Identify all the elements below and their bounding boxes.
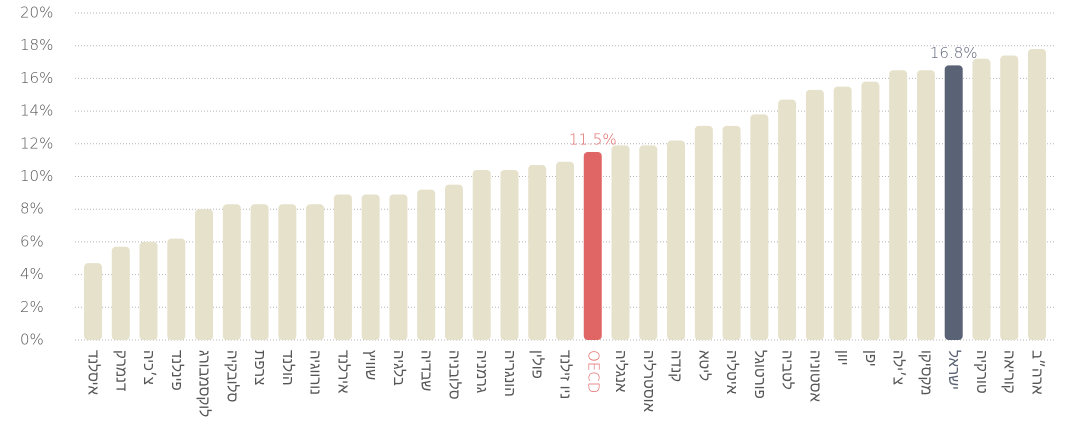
x-tick-label: איטליה [723,350,741,395]
bar [861,81,880,341]
bar [389,194,408,340]
bar [1000,55,1019,340]
x-tick-label: קנדה [668,350,686,382]
x-tick-label: פורטוגל [751,350,769,399]
bar [167,238,186,340]
bar [805,89,824,340]
x-tick-label: בלגיה [390,350,408,386]
bar [722,125,741,340]
bar [583,151,602,340]
bar [556,161,574,340]
x-tick-label: יוון [834,350,852,366]
bar [444,184,463,340]
bar [472,169,491,340]
y-tick-label: 18% [20,36,53,54]
x-tick-label: צ׳כיה [140,350,158,385]
x-tick-label: אסטוניה [806,350,824,402]
bar [306,204,325,340]
x-tick-label: צ׳ילה [890,350,908,385]
x-tick-label: הולנד [279,350,297,386]
bar [639,145,658,340]
bar [417,189,436,340]
bar [916,70,935,340]
x-tick-label: הונגריה [501,350,519,397]
x-tick-label: מקסיקו [917,350,935,395]
data-label: 11.5% [569,130,617,148]
bar [750,114,769,341]
x-tick-label: ליטא [695,350,713,381]
bar [972,58,991,340]
bar [111,246,130,340]
y-tick-label: 0% [20,331,44,349]
bar [500,169,519,340]
x-tick-label: סלובניה [445,350,463,400]
bar [333,194,352,340]
x-tick-label: פולין [529,350,547,379]
x-tick-label: דנמרק [112,350,130,391]
x-tick-label: פינלנד [168,350,186,391]
bar [250,204,269,340]
bar [528,165,547,340]
bar [222,204,241,340]
x-tick-label: אירלנד [334,350,352,394]
y-tick-label: 20% [20,4,53,22]
y-tick-label: 12% [20,134,53,152]
bar [84,263,102,340]
x-tick-label: שבדיה [418,350,436,391]
bar [139,241,158,340]
x-tick-label: לוקסמבורג [196,350,214,417]
x-tick-label: שוויץ [362,350,380,380]
x-tick-label: ניו זילנד [557,350,575,399]
bar [611,145,630,340]
x-tick-label: OECD [584,350,602,393]
bar [833,86,852,340]
bar [778,99,797,340]
data-label: 16.8% [930,44,978,62]
y-tick-label: 10% [20,167,53,185]
y-tick-label: 2% [20,298,44,316]
x-tick-label: קוריאה [1001,350,1019,394]
x-tick-label: טורקיה [973,350,991,394]
x-tick-label: נורווגיה [307,350,325,395]
bar [1028,48,1046,340]
bar [278,204,297,340]
bar [361,194,380,340]
y-tick-label: 6% [20,232,44,250]
x-tick-label: אוסטרליה [640,350,658,413]
x-tick-label: סלובקיה [223,350,241,402]
x-tick-label: אנגליה [612,350,630,393]
y-tick-label: 16% [20,69,53,87]
y-tick-label: 8% [20,200,44,218]
bar [667,140,686,340]
bar [694,125,713,340]
y-tick-label: 14% [20,102,53,120]
bar [944,65,963,340]
x-tick-label: גרמניה [473,350,491,393]
bar [195,209,214,340]
x-tick-label: יפן [862,350,880,367]
x-tick-label: איסלנד [85,350,103,396]
x-tick-label: לטביה [779,350,797,390]
x-tick-label: צרפת [251,350,269,385]
y-tick-label: 4% [20,265,44,283]
x-tick-label: ארה״ב [1029,350,1047,395]
bar [889,70,908,340]
x-tick-label: ישראל [945,350,963,390]
